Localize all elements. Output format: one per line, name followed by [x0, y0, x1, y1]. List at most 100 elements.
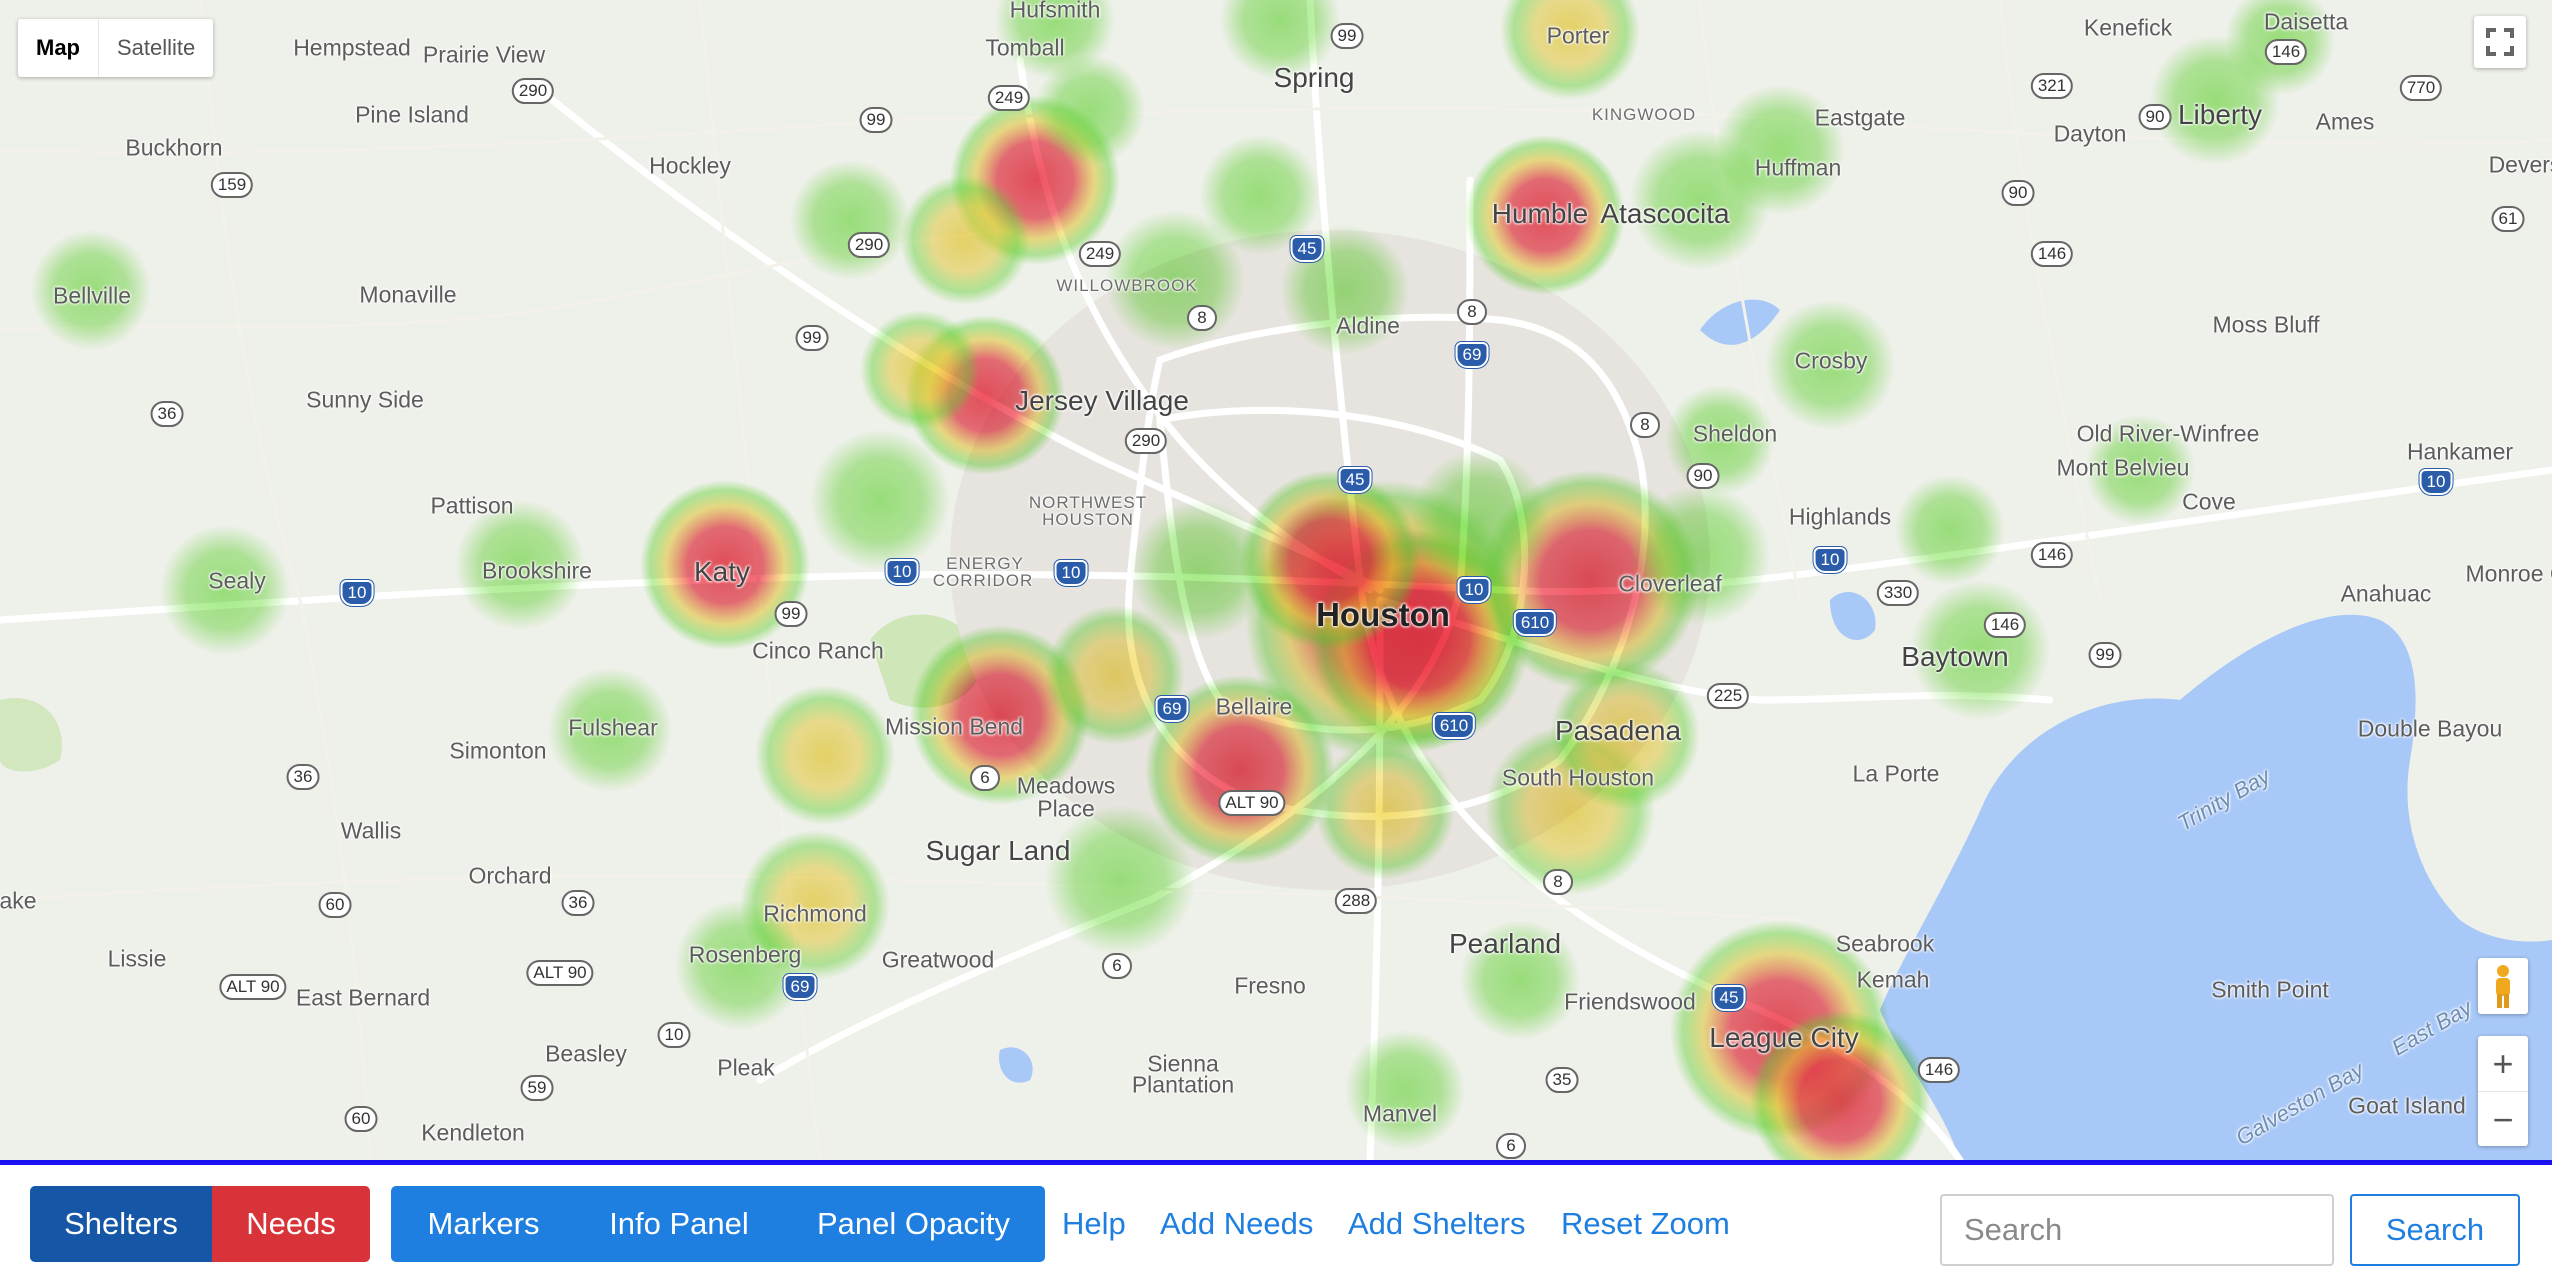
heatmap-spot	[1240, 470, 1420, 650]
route-shield: 321	[2030, 73, 2074, 99]
heatmap-spot	[1035, 55, 1145, 165]
place-label: Buckhorn	[125, 134, 223, 161]
place-label: Humble	[1491, 198, 1589, 229]
add-shelters-link[interactable]: Add Shelters	[1348, 1206, 1526, 1241]
route-shield: 36	[150, 401, 184, 427]
zoom-control: + −	[2478, 1036, 2528, 1146]
place-label: Monaville	[359, 281, 457, 308]
route-shield: 225	[1706, 683, 1750, 709]
place-label: Hockley	[649, 152, 731, 179]
place-label: NORTHWEST	[1028, 493, 1148, 512]
add-needs-link[interactable]: Add Needs	[1160, 1206, 1314, 1241]
info-panel-button[interactable]: Info Panel	[609, 1206, 749, 1241]
place-label: Liberty	[2177, 99, 2263, 130]
route-shield: 290	[511, 78, 555, 104]
place-label: Bellaire	[1215, 693, 1293, 720]
route-shield: 61	[2491, 206, 2525, 232]
place-label: Seabrook	[1835, 930, 1935, 957]
place-label: HOUSTON	[1042, 510, 1134, 529]
route-shield: 10	[657, 1022, 691, 1048]
route-shield: 249	[987, 85, 1031, 111]
place-label: Mont Belvieu	[2056, 454, 2190, 481]
route-shield: 8	[1543, 869, 1573, 895]
place-label: La Porte	[1852, 760, 1940, 787]
place-label: Sienna	[1147, 1050, 1219, 1077]
route-shield: 45	[1290, 236, 1324, 262]
route-shield: 60	[318, 892, 352, 918]
place-label: Pattison	[430, 492, 514, 519]
place-label: Double Bayou	[2357, 715, 2503, 742]
heatmap-spot	[1345, 1030, 1465, 1150]
route-shield: 10	[1813, 547, 1847, 573]
search-input[interactable]	[1940, 1194, 2334, 1266]
fullscreen-button[interactable]	[2474, 16, 2526, 68]
place-label: Kemah	[1856, 966, 1930, 993]
place-label: Tomball	[985, 34, 1065, 61]
heatmap-spot	[1045, 605, 1185, 745]
heatmap-spot	[1750, 1010, 1930, 1160]
place-label: Fresno	[1234, 972, 1306, 999]
place-label: Hufsmith	[1009, 0, 1101, 23]
fullscreen-icon	[2486, 28, 2514, 56]
street-view-pegman[interactable]	[2478, 958, 2528, 1014]
shelters-button[interactable]: Shelters	[30, 1186, 212, 1262]
place-label: Hempstead	[293, 34, 411, 61]
reset-zoom-link[interactable]: Reset Zoom	[1561, 1206, 1730, 1241]
place-label: Richmond	[763, 900, 867, 927]
place-label: Huffman	[1754, 154, 1842, 181]
heatmap-spot	[548, 668, 672, 792]
needs-button[interactable]: Needs	[212, 1186, 370, 1262]
route-shield: 146	[1917, 1057, 1961, 1083]
place-label: Fulshear	[568, 714, 658, 741]
map-canvas[interactable]: Hufsmith Kenefick Daisetta Hempstead Prairie…	[0, 0, 2552, 1160]
route-shield: 610	[1513, 610, 1557, 636]
map-type-map-button[interactable]: Map	[18, 19, 99, 77]
place-label: Hankamer	[2406, 438, 2514, 465]
place-label: East Bernard	[295, 984, 431, 1011]
panel-opacity-button[interactable]: Panel Opacity	[817, 1206, 1010, 1241]
zoom-in-button[interactable]: +	[2478, 1036, 2528, 1092]
zoom-out-button[interactable]: −	[2492, 1099, 2514, 1140]
route-shield: 290	[847, 232, 891, 258]
route-shield: ALT 90	[526, 960, 594, 986]
heatmap-spot	[675, 900, 805, 1030]
place-label: Daisetta	[2263, 8, 2349, 35]
route-shield: 69	[1455, 342, 1489, 368]
route-shield: 8	[1187, 305, 1217, 331]
place-label: Cinco Ranch	[752, 637, 884, 664]
route-shield: 249	[1078, 241, 1122, 267]
route-shield: 290	[1124, 428, 1168, 454]
route-shield: 770	[2399, 75, 2443, 101]
route-shield: 6	[1102, 953, 1132, 979]
place-label: Sealy	[208, 567, 266, 594]
place-label: KINGWOOD	[1591, 105, 1697, 124]
heatmap-spot	[1895, 475, 2005, 585]
place-label: Cove	[2182, 488, 2236, 515]
help-link[interactable]: Help	[1062, 1206, 1126, 1241]
route-shield: ALT 90	[1218, 790, 1286, 816]
map-type-satellite-button[interactable]: Satellite	[117, 35, 196, 60]
place-label: WILLOWBROOK	[1056, 276, 1198, 295]
place-label: Smith Point	[2211, 976, 2329, 1003]
heatmap-spot	[1465, 135, 1625, 295]
place-label: Pearland	[1448, 928, 1562, 959]
route-shield: 35	[1545, 1067, 1579, 1093]
place-label: Mission Bend	[884, 713, 1024, 740]
place-label: Pine Island	[355, 101, 469, 128]
place-label: Sheldon	[1692, 420, 1778, 447]
place-label: Bellville	[53, 282, 131, 309]
heatmap-spot	[1765, 300, 1895, 430]
markers-button[interactable]: Markers	[427, 1206, 540, 1241]
heatmap-spot	[2085, 415, 2195, 525]
search-button[interactable]: Search	[2350, 1194, 2520, 1266]
route-shield: 99	[774, 601, 808, 627]
heatmap-spot	[1715, 85, 1845, 215]
place-label: Plantation	[1131, 1071, 1235, 1098]
place-label: Monroe C	[2465, 560, 2552, 587]
bottom-toolbar: Shelters Needs Markers Info Panel Panel …	[0, 1160, 2552, 1288]
place-label: Eastgate	[1814, 104, 1906, 131]
heatmap-spot	[1550, 660, 1700, 810]
place-label: CORRIDOR	[932, 571, 1034, 590]
heatmap-spot	[160, 525, 290, 655]
heatmap-spot	[860, 310, 980, 430]
